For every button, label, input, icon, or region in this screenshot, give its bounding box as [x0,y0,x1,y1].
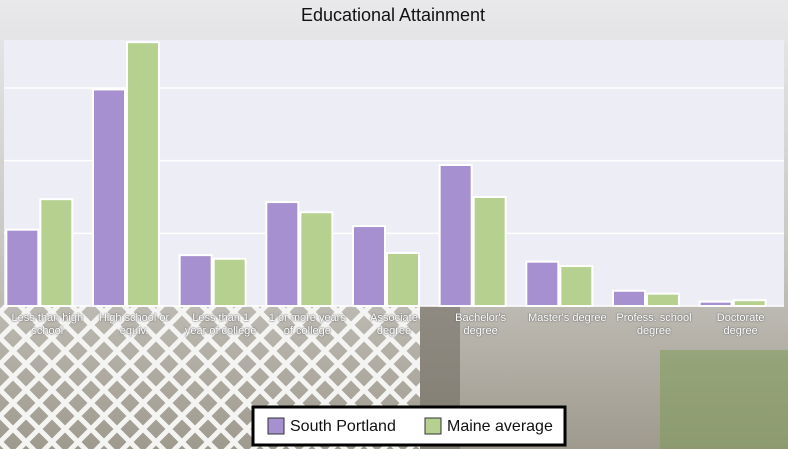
bar [93,89,125,306]
x-tick-label-box: Profess. school degree [614,312,694,368]
x-tick-label-box: 1 or more years of college [267,312,347,368]
bar [613,291,645,306]
bar [440,165,472,306]
chart-title: Educational Attainment [301,5,485,25]
bar [526,262,558,306]
legend-label: South Portland [290,418,396,435]
x-tick-label-box: High school or equiv. [94,312,174,368]
x-tick-label: Doctorate degree [701,312,781,338]
chart: Educational Attainment South Portland Mai… [0,0,788,449]
x-tick-label-box: Doctorate degree [701,312,781,368]
bar [6,230,38,306]
x-tick-label: 1 or more years of college [267,312,347,338]
bar [127,42,159,306]
page: {"chart_data": {"type": "bar", "title": … [0,0,788,449]
bar [300,212,332,306]
legend-swatch [268,418,284,434]
x-tick-label: Associate degree [354,312,434,338]
bar [734,300,766,306]
x-tick-label-box: Bachelor's degree [441,312,521,368]
x-tick-label: Less than high school [7,312,87,338]
bar [560,266,592,306]
x-tick-label-box: Associate degree [354,312,434,368]
x-tick-label-box: Less than high school [7,312,87,368]
legend-label: Maine average [447,418,553,435]
bar [40,199,72,306]
x-tick-label: High school or equiv. [94,312,174,338]
bar [266,202,298,306]
x-tick-label-box: Master's degree [527,312,607,368]
bar [180,255,212,306]
x-tick-label: Master's degree [527,312,607,325]
bar [647,294,679,306]
bar [353,226,385,306]
bar [474,197,506,306]
x-tick-label-box: Less than 1 year of college [181,312,261,368]
x-tick-label: Bachelor's degree [441,312,521,338]
legend-swatch [425,418,441,434]
bar [214,259,246,306]
bar [700,302,732,306]
x-tick-label: Less than 1 year of college [181,312,261,338]
legend: South Portland Maine average [253,407,565,445]
bar [387,253,419,306]
x-tick-label: Profess. school degree [614,312,694,338]
